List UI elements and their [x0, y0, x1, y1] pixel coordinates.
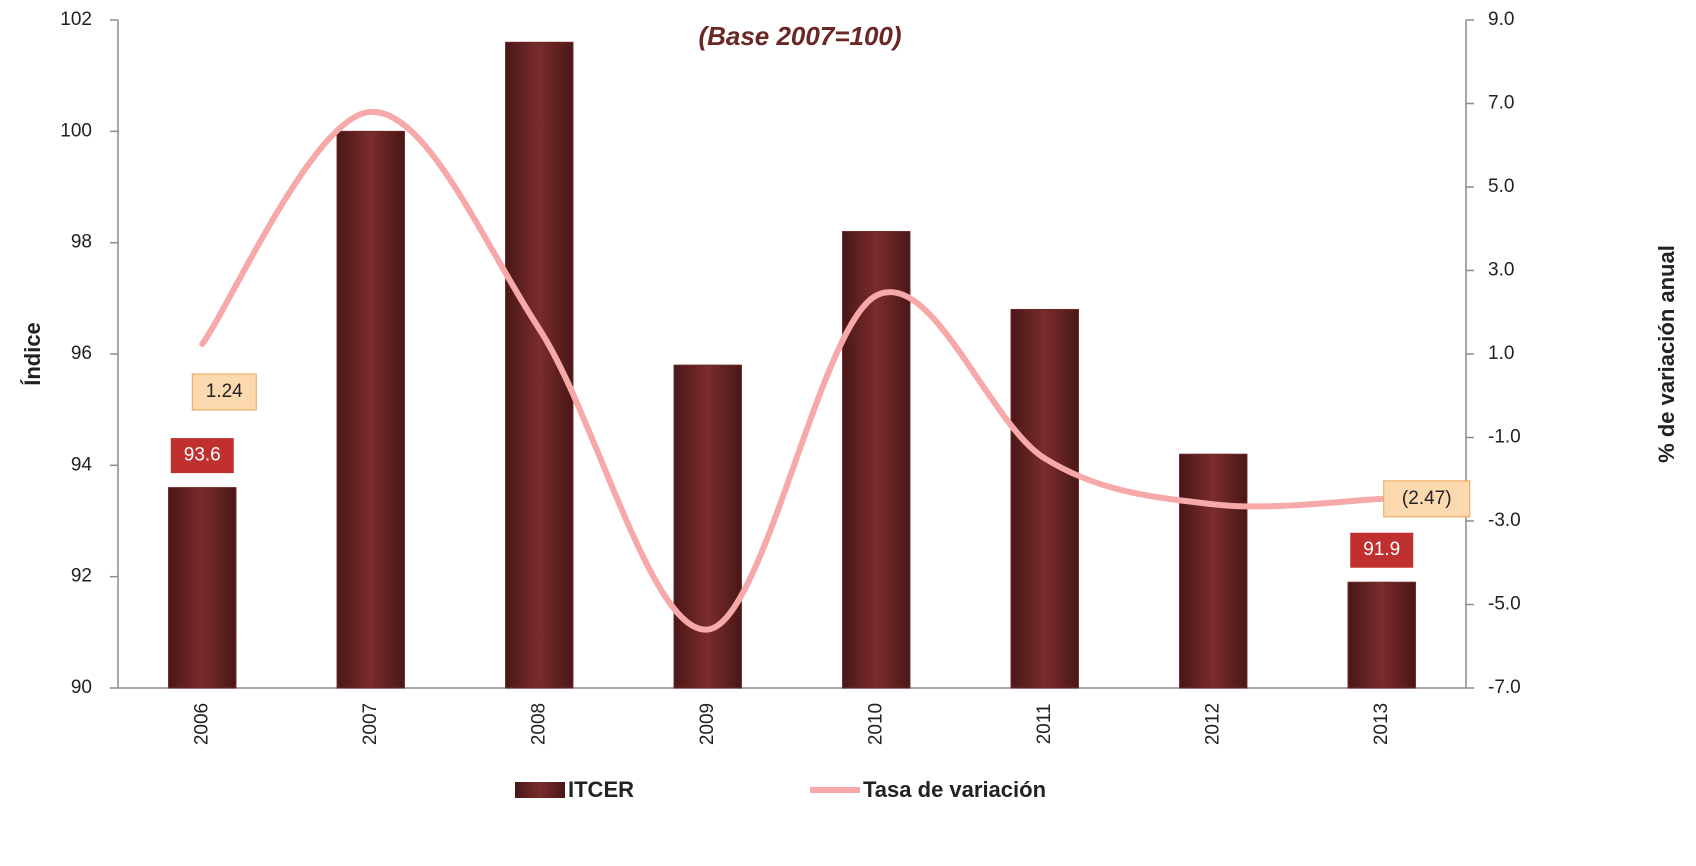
y2-tick-label: 3.0 — [1488, 260, 1514, 281]
y2-tick-label: 9.0 — [1488, 9, 1514, 30]
bar — [336, 130, 405, 689]
y-tick-label: 100 — [60, 120, 92, 141]
y-tick-label: 98 — [71, 232, 92, 253]
y2-tick-label: -1.0 — [1488, 427, 1521, 448]
data-label-box — [1383, 480, 1471, 518]
data-label: (2.47) — [1402, 488, 1452, 509]
x-tick-label: 2010 — [865, 703, 886, 745]
bar — [505, 41, 574, 689]
data-label: 91.9 — [1363, 539, 1400, 560]
data-label-box — [1349, 531, 1415, 569]
line — [199, 108, 1385, 633]
legend-swatch — [515, 782, 565, 798]
y2-tick-label: 1.0 — [1488, 343, 1514, 364]
data-label-box — [191, 373, 257, 411]
x-tick-label: 2009 — [697, 703, 718, 745]
bar — [168, 487, 237, 689]
bar — [1010, 308, 1079, 689]
y-tick-label: 92 — [71, 566, 92, 587]
y-tick-label: 96 — [71, 343, 92, 364]
x-tick-label: 2007 — [360, 703, 381, 745]
y-tick-label: 102 — [60, 9, 92, 30]
legend-label: Tasa de variación — [863, 777, 1046, 802]
data-label: 1.24 — [206, 381, 243, 402]
y-tick-label: 94 — [71, 454, 93, 475]
bar — [1179, 453, 1248, 689]
x-tick-label: 2012 — [1202, 703, 1223, 745]
y2-axis-title: % de variación anual — [1654, 245, 1679, 463]
y2-tick-label: -5.0 — [1488, 594, 1521, 615]
x-tick-label: 2011 — [1034, 704, 1055, 745]
y2-tick-label: -7.0 — [1488, 677, 1521, 698]
y2-tick-label: 7.0 — [1488, 93, 1514, 114]
bar — [1347, 581, 1416, 689]
chart-subtitle: (Base 2007=100) — [698, 21, 901, 51]
bar — [673, 364, 742, 689]
y2-tick-label: 5.0 — [1488, 176, 1514, 197]
data-label: 93.6 — [184, 445, 221, 466]
legend-label: ITCER — [568, 777, 634, 802]
x-tick-label: 2006 — [191, 703, 212, 745]
x-tick-label: 2013 — [1371, 703, 1392, 745]
y2-tick-label: -3.0 — [1488, 510, 1521, 531]
y-axis-title: Índice — [20, 322, 45, 386]
bar — [842, 231, 911, 689]
y-tick-label: 90 — [71, 677, 92, 698]
x-tick-label: 2008 — [528, 703, 549, 745]
data-label-box — [169, 437, 235, 475]
